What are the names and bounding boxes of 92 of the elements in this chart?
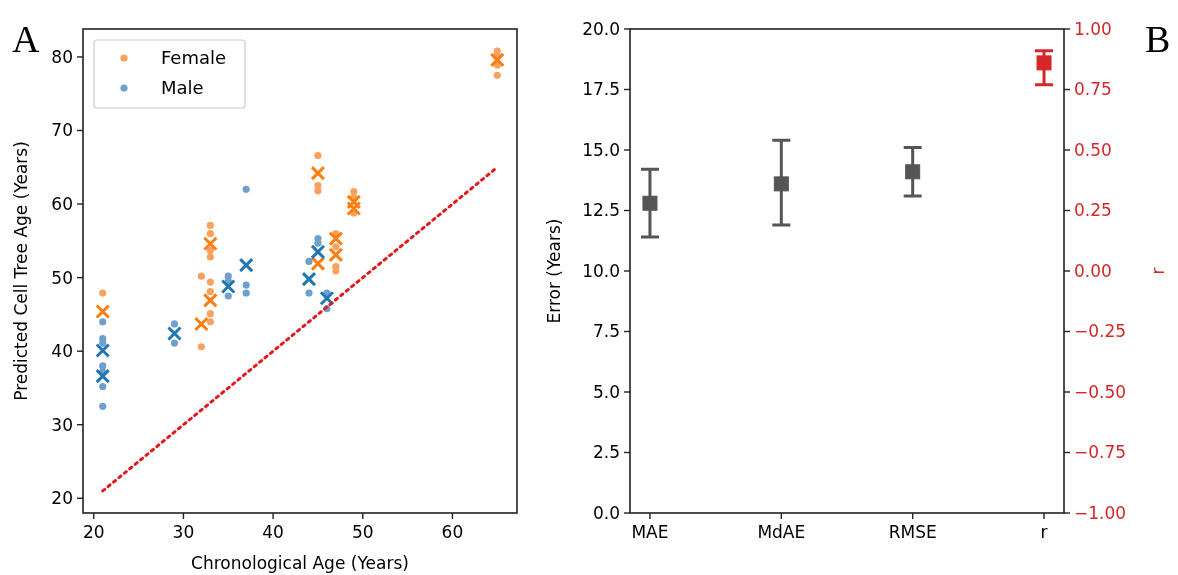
y-axis-title: Error (Years) [544,218,564,324]
point [202,292,218,308]
point [224,292,232,300]
point [95,342,111,358]
point [206,253,214,261]
point [170,339,179,347]
y2-tick-label: −0.25 [1074,321,1127,342]
point [220,278,236,294]
point [332,243,340,251]
point [301,271,317,287]
y-tick-label: 10.0 [582,260,620,281]
x-tick-label: 40 [262,522,284,542]
legend-label: Female [161,47,227,69]
y2-tick-label: 0.00 [1074,260,1112,281]
x-axis-title: Chronological Age (Years) [191,553,409,573]
point [99,318,107,326]
point [206,229,214,238]
point [99,289,107,297]
legend-label: Male [161,77,204,99]
point [350,187,358,196]
y-tick-label: 7.5 [592,321,620,342]
y-tick-label: 20 [51,488,73,509]
point [242,281,250,289]
y-tick-label: 0.0 [592,502,620,523]
point [242,185,250,193]
y2-axis-title: r [1148,267,1168,275]
point [305,289,313,297]
point [99,339,107,347]
y2-tick-label: 0.50 [1074,139,1112,160]
y-tick-label: 80 [51,46,73,67]
point [310,244,326,260]
y-tick-label: 60 [51,194,73,215]
point [489,52,505,68]
y-tick-label: 15.0 [582,139,620,160]
point [346,194,362,210]
y-tick-label: 17.5 [582,79,620,100]
y-tick-label: 5.0 [592,381,620,402]
point [99,402,107,410]
y-tick-label: 20.0 [582,18,620,39]
text: B [1145,18,1171,60]
point [206,318,214,326]
point [193,316,209,332]
y-tick-label: 40 [51,341,73,362]
y2-tick-label: 0.75 [1074,79,1112,100]
x-tick-label: 30 [172,522,195,542]
text: A [12,18,40,60]
point [314,187,322,195]
point [206,278,214,286]
point [206,246,214,254]
point [238,257,254,273]
point [202,236,218,252]
point [197,343,205,351]
y-tick-label: 30 [51,414,73,435]
x-tick-label: 50 [351,522,374,542]
point [305,257,313,266]
point [328,247,344,263]
point [206,288,214,296]
point [905,164,921,180]
point [642,195,658,211]
point [206,221,214,229]
y-tick-label: 70 [51,120,73,141]
point [332,267,340,275]
y2-tick-label: −1.00 [1074,502,1127,523]
point [242,289,250,297]
point [166,326,182,342]
y-tick-label: 12.5 [582,200,620,221]
y-axis-title: Predicted Cell Tree Age (Years) [11,141,31,401]
point [310,256,326,272]
x-tick-label: RMSE [888,522,937,542]
point [170,320,179,328]
y-tick-label: 50 [51,267,73,288]
point [197,272,205,280]
point [346,200,362,216]
point [99,382,107,391]
point [95,303,111,319]
y2-tick-label: −0.75 [1074,442,1127,463]
point [310,165,326,181]
x-tick-label: 60 [441,522,464,542]
y2-tick-label: 1.00 [1074,18,1112,39]
point [206,310,214,318]
point [773,176,789,192]
x-tick-label: r [1040,522,1048,542]
y2-tick-label: 0.25 [1074,200,1112,221]
x-tick-label: MdAE [757,522,806,542]
point [95,368,111,384]
point [493,71,501,79]
point [328,231,344,247]
y-tick-label: 2.5 [592,442,620,463]
x-tick-label: MAE [631,522,669,542]
x-tick-label: 20 [82,522,105,542]
y2-tick-label: −0.50 [1074,381,1127,402]
point [314,151,322,160]
